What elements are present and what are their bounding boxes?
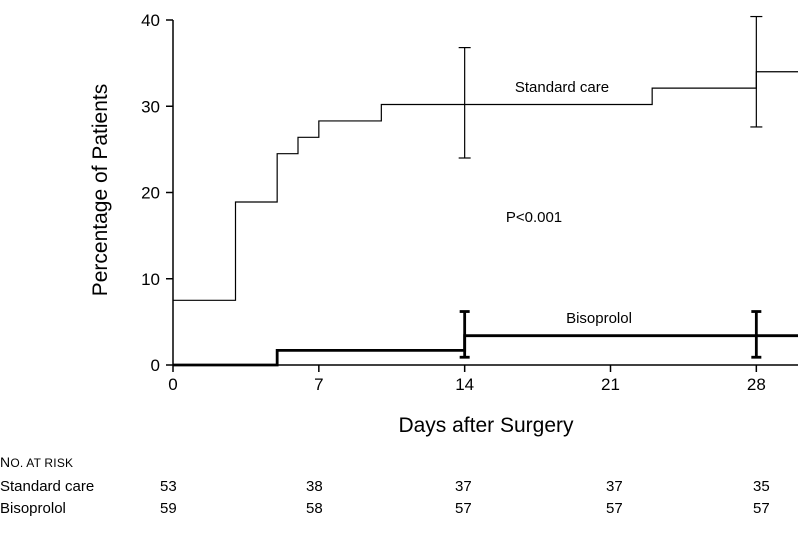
risk-value: 57 — [753, 500, 770, 517]
x-tick-label: 14 — [455, 375, 474, 394]
series-label-bisoprolol: Bisoprolol — [566, 310, 632, 327]
risk-row-standard-care: Standard care 53 38 37 37 35 — [0, 478, 798, 498]
axes: 0 7 14 21 28 0 10 20 30 40 — [141, 11, 798, 394]
y-tick-label: 10 — [141, 270, 160, 289]
p-value-annotation: P<0.001 — [506, 209, 562, 226]
series-line-bisoprolol — [173, 334, 798, 367]
x-axis-title: Days after Surgery — [398, 414, 574, 437]
risk-row-label: Standard care — [0, 478, 95, 495]
risk-table-title: No. at Risk — [0, 454, 74, 470]
risk-value: 59 — [160, 500, 177, 517]
chart: 0 7 14 21 28 0 10 20 30 40 Percentage of Patients… — [89, 11, 798, 437]
y-tick-label: 20 — [141, 184, 160, 203]
x-tick-label: 21 — [601, 375, 620, 394]
y-tick-label: 40 — [141, 11, 160, 30]
risk-row-bisoprolol: Bisoprolol 59 58 57 57 57 — [0, 500, 798, 520]
x-tick-label: 0 — [168, 375, 177, 394]
risk-value: 57 — [455, 500, 472, 517]
x-tick-label: 28 — [747, 375, 766, 394]
risk-value: 38 — [306, 478, 323, 495]
y-axis-title: Percentage of Patients — [89, 84, 112, 296]
risk-row-label: Bisoprolol — [0, 500, 66, 517]
series-line-standard-care — [173, 71, 798, 301]
risk-value: 57 — [606, 500, 623, 517]
risk-value: 37 — [455, 478, 472, 495]
y-tick-label: 0 — [151, 356, 160, 375]
series-layer — [173, 15, 798, 367]
risk-value: 58 — [306, 500, 323, 517]
risk-value: 53 — [160, 478, 177, 495]
risk-table: No. at Risk Standard care 53 38 37 37 35… — [0, 450, 798, 535]
risk-value: 35 — [753, 478, 770, 495]
series-label-standard-care: Standard care — [515, 79, 609, 96]
x-tick-label: 7 — [314, 375, 323, 394]
risk-value: 37 — [606, 478, 623, 495]
y-tick-label: 30 — [141, 97, 160, 116]
